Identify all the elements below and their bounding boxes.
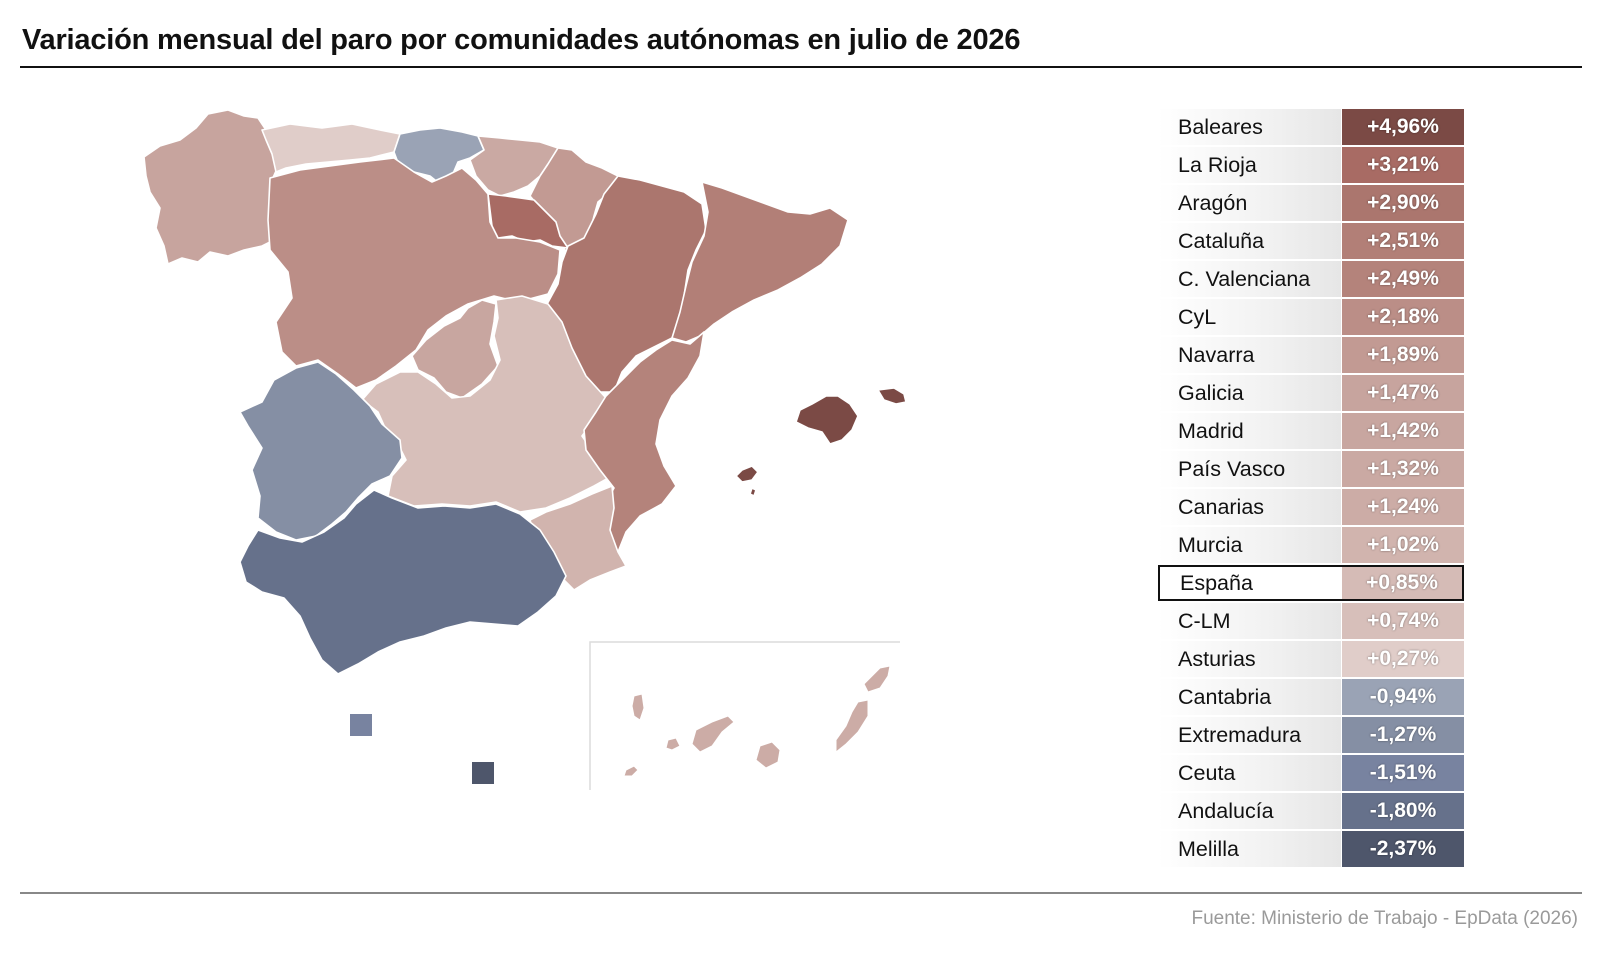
table-row: C-LM +0,74% bbox=[1158, 603, 1464, 639]
region-value: +2,51% bbox=[1342, 223, 1464, 259]
region-galicia[interactable] bbox=[143, 109, 281, 265]
region-name: Cataluña bbox=[1158, 223, 1341, 259]
table-row: Extremadura -1,27% bbox=[1158, 717, 1464, 753]
region-value: -1,51% bbox=[1342, 755, 1464, 791]
region-name: Navarra bbox=[1158, 337, 1341, 373]
footer-rule bbox=[20, 892, 1582, 894]
region-name: La Rioja bbox=[1158, 147, 1341, 183]
region-asturias[interactable] bbox=[261, 123, 401, 173]
region-name: C. Valenciana bbox=[1158, 261, 1341, 297]
region-value: -0,94% bbox=[1342, 679, 1464, 715]
canarias-inset-frame bbox=[589, 641, 900, 790]
canarias-el-hierro bbox=[623, 765, 639, 777]
region-name: Aragón bbox=[1158, 185, 1341, 221]
region-melilla[interactable] bbox=[472, 762, 494, 784]
table-row: País Vasco +1,32% bbox=[1158, 451, 1464, 487]
region-pais-vasco[interactable] bbox=[469, 135, 559, 197]
region-name: CyL bbox=[1158, 299, 1341, 335]
table-row: Aragón +2,90% bbox=[1158, 185, 1464, 221]
canarias-la-palma bbox=[631, 693, 645, 721]
region-andalucia[interactable] bbox=[239, 489, 567, 675]
table-row: Madrid +1,42% bbox=[1158, 413, 1464, 449]
region-name: Cantabria bbox=[1158, 679, 1341, 715]
region-value: +4,96% bbox=[1342, 109, 1464, 145]
region-value: +2,18% bbox=[1342, 299, 1464, 335]
region-value: +0,74% bbox=[1342, 603, 1464, 639]
region-value: +1,02% bbox=[1342, 527, 1464, 563]
region-name: Murcia bbox=[1158, 527, 1341, 563]
region-name: Baleares bbox=[1158, 109, 1341, 145]
table-row: Melilla -2,37% bbox=[1158, 831, 1464, 867]
region-baleares-mallorca[interactable] bbox=[795, 395, 859, 445]
table-row: España +0,85% bbox=[1158, 565, 1464, 601]
region-baleares-menorca[interactable] bbox=[877, 387, 907, 405]
region-value: +3,21% bbox=[1342, 147, 1464, 183]
region-value: +2,90% bbox=[1342, 185, 1464, 221]
region-ceuta[interactable] bbox=[350, 714, 372, 736]
table-row: CyL +2,18% bbox=[1158, 299, 1464, 335]
table-row: Ceuta -1,51% bbox=[1158, 755, 1464, 791]
region-canarias[interactable] bbox=[623, 665, 891, 777]
canarias-gran-canaria bbox=[755, 741, 781, 769]
region-name: Madrid bbox=[1158, 413, 1341, 449]
region-value: +1,42% bbox=[1342, 413, 1464, 449]
region-name: Galicia bbox=[1158, 375, 1341, 411]
canarias-lanzarote bbox=[863, 665, 891, 693]
table-row: Murcia +1,02% bbox=[1158, 527, 1464, 563]
spain-map bbox=[143, 109, 907, 790]
region-name: País Vasco bbox=[1158, 451, 1341, 487]
table-row: Canarias +1,24% bbox=[1158, 489, 1464, 525]
table-row: Galicia +1,47% bbox=[1158, 375, 1464, 411]
region-value: -2,37% bbox=[1342, 831, 1464, 867]
region-value: +2,49% bbox=[1342, 261, 1464, 297]
table-row: C. Valenciana +2,49% bbox=[1158, 261, 1464, 297]
table-row: Navarra +1,89% bbox=[1158, 337, 1464, 373]
table-row: La Rioja +3,21% bbox=[1158, 147, 1464, 183]
region-name: Extremadura bbox=[1158, 717, 1341, 753]
region-name: Andalucía bbox=[1158, 793, 1341, 829]
table-row: Andalucía -1,80% bbox=[1158, 793, 1464, 829]
table-row: Cantabria -0,94% bbox=[1158, 679, 1464, 715]
chart-title: Variación mensual del paro por comunidad… bbox=[22, 24, 1021, 56]
region-value: -1,27% bbox=[1342, 717, 1464, 753]
region-extremadura[interactable] bbox=[239, 361, 403, 541]
canarias-fuerteventura bbox=[835, 699, 869, 754]
ranking-table: Baleares +4,96% La Rioja +3,21% Aragón +2,90%… bbox=[1158, 109, 1464, 869]
canarias-la-gomera bbox=[665, 737, 681, 751]
region-aragon[interactable] bbox=[545, 175, 707, 393]
region-name: Ceuta bbox=[1158, 755, 1341, 791]
canarias-tenerife bbox=[691, 715, 735, 753]
region-value: +1,47% bbox=[1342, 375, 1464, 411]
table-row: Baleares +4,96% bbox=[1158, 109, 1464, 145]
region-name: Melilla bbox=[1158, 831, 1341, 867]
title-rule bbox=[20, 66, 1582, 68]
region-value: +0,27% bbox=[1342, 641, 1464, 677]
region-cataluna[interactable] bbox=[671, 181, 849, 343]
region-name: Canarias bbox=[1158, 489, 1341, 525]
region-value: +0,85% bbox=[1342, 567, 1462, 599]
region-value: -1,80% bbox=[1342, 793, 1464, 829]
source-note: Fuente: Ministerio de Trabajo - EpData (… bbox=[1191, 908, 1578, 929]
region-value: +1,24% bbox=[1342, 489, 1464, 525]
region-baleares-formentera[interactable] bbox=[749, 487, 757, 497]
region-value: +1,89% bbox=[1342, 337, 1464, 373]
region-name: C-LM bbox=[1158, 603, 1341, 639]
region-baleares-ibiza[interactable] bbox=[735, 465, 759, 483]
region-madrid[interactable] bbox=[411, 299, 499, 399]
table-row: Asturias +0,27% bbox=[1158, 641, 1464, 677]
region-name: Asturias bbox=[1158, 641, 1341, 677]
table-row: Cataluña +2,51% bbox=[1158, 223, 1464, 259]
region-value: +1,32% bbox=[1342, 451, 1464, 487]
